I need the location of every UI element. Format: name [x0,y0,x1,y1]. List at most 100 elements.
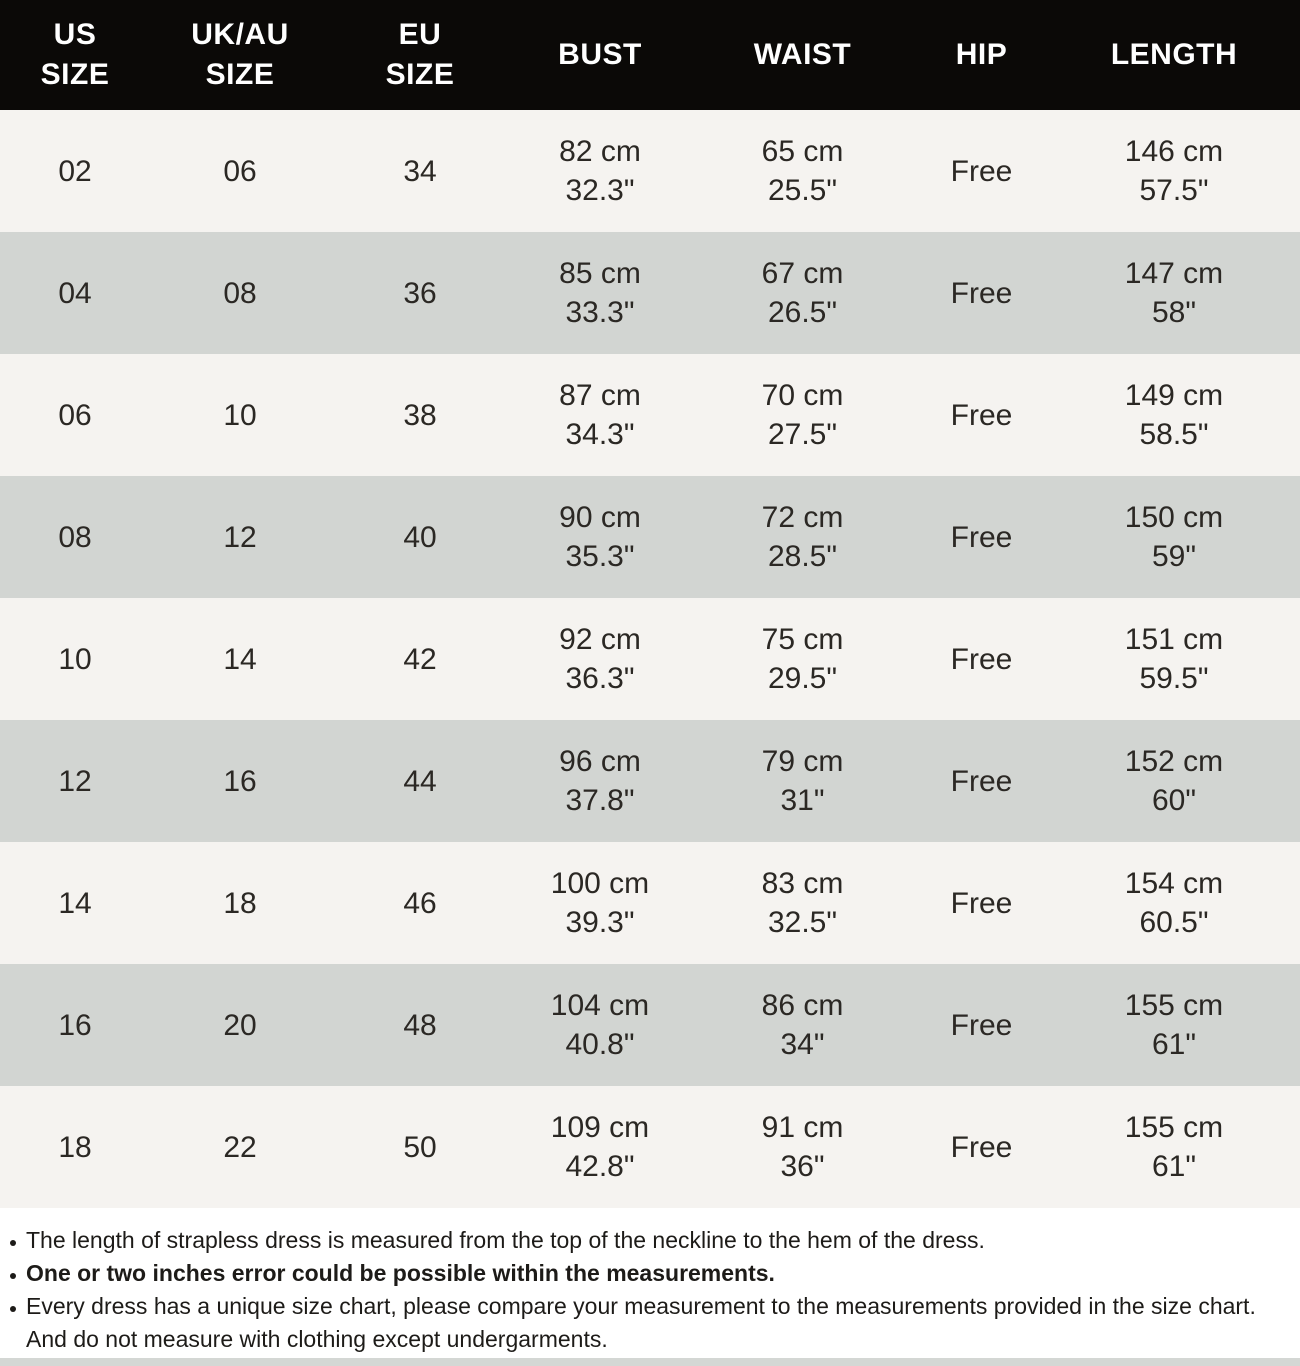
waist-cm: 75 cm [761,623,844,656]
eu-size-cell: 48 [403,1008,437,1042]
hip-cell: Free [950,276,1013,310]
length-cell: 147 cm 58" [1048,232,1300,354]
hip-cell: Free [950,520,1013,554]
length-cm: 155 cm [1124,989,1224,1022]
waist-cell: 75 cm 29.5" [690,598,915,720]
bust-cm: 92 cm [559,623,641,656]
size-row-us02: 02 06 34 82 cm 32.3" 65 cm 25.5" Free 146 … [0,110,1300,232]
length-cell: 150 cm 59" [1048,476,1300,598]
hip-cell: Free [950,398,1013,432]
size-row-us08: 08 12 40 90 cm 35.3" 72 cm 28.5" Free 150 … [0,476,1300,598]
size-row-us06: 06 10 38 87 cm 34.3" 70 cm 27.5" Free 149 … [0,354,1300,476]
waist-inches: 36" [780,1150,825,1183]
note-text: The length of strapless dress is measure… [26,1227,985,1253]
hip-cell: Free [950,764,1013,798]
header-uk-au-size: UK/AU SIZE [150,0,330,110]
bust-cm: 85 cm [559,257,641,290]
hip-cell: Free [950,642,1013,676]
uk-au-size-cell: 12 [223,520,257,554]
header-waist: WAIST [690,0,915,110]
bust-cell: 96 cm 37.8" [510,720,690,842]
size-row-us04: 04 08 36 85 cm 33.3" 67 cm 26.5" Free 147 … [0,232,1300,354]
header-line: BUST [558,38,642,71]
size-row-us14: 14 18 46 100 cm 39.3" 83 cm 32.5" Free 154… [0,842,1300,964]
waist-inches: 29.5" [767,662,838,695]
us-size-cell: 16 [58,1008,92,1042]
bust-cm: 109 cm [550,1111,650,1144]
size-chart-table: US SIZE UK/AU SIZE EU SIZE BUST WAIST HIP L… [0,0,1300,1208]
us-size-cell: 12 [58,764,92,798]
waist-cm: 72 cm [761,501,844,534]
eu-size-cell: 44 [403,764,437,798]
header-us-size: US SIZE [0,0,150,110]
header-bust: BUST [510,0,690,110]
length-inches: 61" [1151,1028,1197,1061]
eu-size-cell: 34 [403,154,437,188]
eu-size-cell: 40 [403,520,437,554]
bust-cm: 90 cm [559,501,641,534]
us-size-cell: 02 [58,154,92,188]
waist-inches: 34" [780,1028,825,1061]
waist-cell: 72 cm 28.5" [690,476,915,598]
waist-inches: 25.5" [767,174,838,207]
bust-cm: 104 cm [550,989,650,1022]
header-line: EU [398,18,442,51]
header-line: HIP [955,38,1008,71]
waist-cm: 83 cm [761,867,844,900]
us-size-cell: 08 [58,520,92,554]
header-line: UK/AU [191,18,289,51]
bust-cm: 96 cm [559,745,641,778]
bust-inches: 36.3" [565,662,635,695]
length-cell: 155 cm 61" [1048,1086,1300,1208]
us-size-cell: 14 [58,886,92,920]
note-text: Every dress has a unique size chart, ple… [26,1293,1256,1352]
size-row-us10: 10 14 42 92 cm 36.3" 75 cm 29.5" Free 151 … [0,598,1300,720]
note-item-unique-chart: Every dress has a unique size chart, ple… [8,1290,1290,1356]
hip-cell: Free [950,1130,1013,1164]
length-inches: 59" [1151,540,1197,573]
uk-au-size-cell: 22 [223,1130,257,1164]
bust-inches: 33.3" [565,296,635,329]
bust-cell: 100 cm 39.3" [510,842,690,964]
length-cm: 149 cm [1124,379,1224,412]
length-inches: 58" [1151,296,1197,329]
uk-au-size-cell: 08 [223,276,257,310]
header-line: WAIST [753,38,852,71]
bust-cell: 90 cm 35.3" [510,476,690,598]
bust-cm: 100 cm [550,867,650,900]
waist-inches: 28.5" [767,540,838,573]
length-cell: 149 cm 58.5" [1048,354,1300,476]
uk-au-size-cell: 14 [223,642,257,676]
length-cm: 147 cm [1124,257,1224,290]
waist-inches: 26.5" [767,296,838,329]
bust-cm: 87 cm [559,379,641,412]
waist-cm: 70 cm [761,379,844,412]
uk-au-size-cell: 10 [223,398,257,432]
bust-cell: 85 cm 33.3" [510,232,690,354]
uk-au-size-cell: 20 [223,1008,257,1042]
bust-inches: 37.8" [565,784,635,817]
length-cm: 150 cm [1124,501,1224,534]
bust-inches: 39.3" [565,906,635,939]
bust-cell: 92 cm 36.3" [510,598,690,720]
length-inches: 57.5" [1139,174,1209,207]
bust-inches: 35.3" [565,540,635,573]
header-line: SIZE [40,58,110,91]
size-row-us16: 16 20 48 104 cm 40.8" 86 cm 34" Free 155 c… [0,964,1300,1086]
us-size-cell: 06 [58,398,92,432]
us-size-cell: 10 [58,642,92,676]
note-item-error: One or two inches error could be possibl… [8,1257,1290,1290]
waist-cell: 91 cm 36" [690,1086,915,1208]
waist-cm: 65 cm [761,135,844,168]
bust-inches: 40.8" [565,1028,635,1061]
length-cm: 152 cm [1124,745,1224,778]
eu-size-cell: 42 [403,642,437,676]
length-inches: 58.5" [1139,418,1209,451]
eu-size-cell: 46 [403,886,437,920]
header-row: US SIZE UK/AU SIZE EU SIZE BUST WAIST HIP L… [0,0,1300,110]
bust-cm: 82 cm [559,135,641,168]
length-cell: 146 cm 57.5" [1048,110,1300,232]
eu-size-cell: 36 [403,276,437,310]
length-cell: 154 cm 60.5" [1048,842,1300,964]
bust-cell: 87 cm 34.3" [510,354,690,476]
